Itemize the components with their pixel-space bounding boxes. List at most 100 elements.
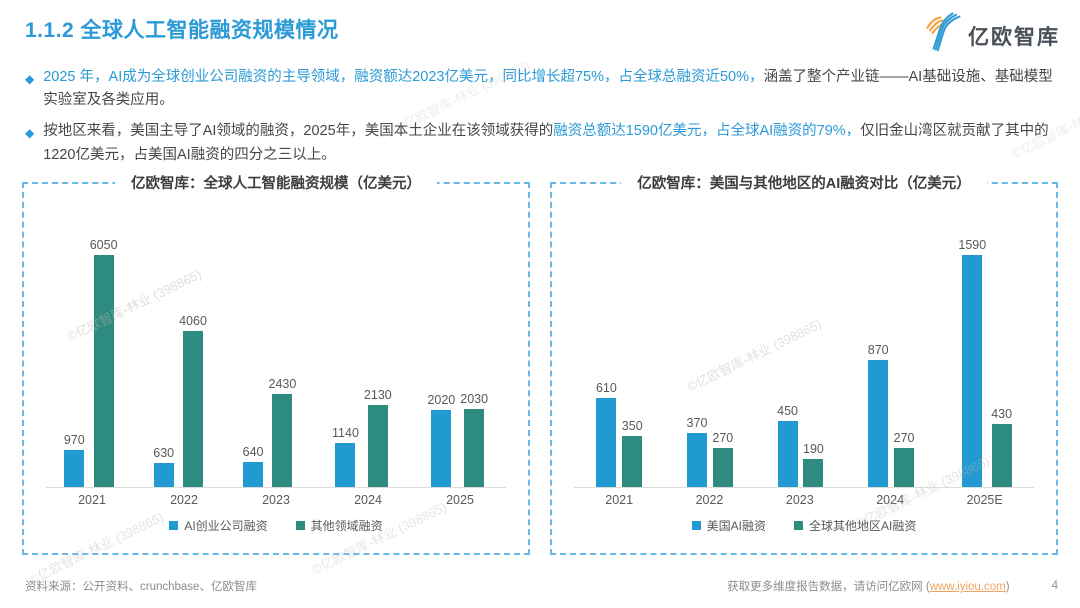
- bar-group: 1140 2130: [332, 388, 392, 487]
- bar: [777, 421, 798, 487]
- bullet-text: 按地区来看，美国主导了AI领域的融资，2025年，美国本土企业在该领域获得的融资…: [43, 120, 1057, 166]
- legend-label: 全球其他地区AI融资: [809, 519, 917, 533]
- bar-column: 2030: [460, 392, 488, 487]
- bar-column: 610: [596, 381, 617, 487]
- bullet-segment: 按地区来看，美国主导了AI领域的融资，2025年，美国本土企业在该领域获得的: [43, 123, 554, 140]
- bar-column: 430: [991, 407, 1012, 487]
- legend-swatch-icon: [794, 521, 803, 530]
- bullet-text: 2025 年，AI成为全球创业公司融资的主导领域，融资额达2023亿美元，同比增…: [43, 66, 1057, 112]
- bar-column: 630: [153, 446, 174, 487]
- chart-legend: 美国AI融资 全球其他地区AI融资: [552, 517, 1056, 534]
- bar-column: 2020: [427, 393, 455, 487]
- x-axis-tick-label: 2025: [446, 493, 474, 507]
- bullet-item: ◆ 2025 年，AI成为全球创业公司融资的主导领域，融资额达2023亿美元，同比…: [25, 66, 1057, 112]
- legend-swatch-icon: [691, 521, 701, 530]
- x-axis-tick-label: 2025E: [966, 493, 1003, 507]
- legend-label: 其他领域融资: [310, 519, 383, 533]
- bar-column: 270: [893, 431, 915, 487]
- eo-logo-icon: [924, 12, 962, 59]
- bar: [962, 255, 983, 487]
- x-axis-tick-label: 2023: [262, 493, 290, 507]
- footer-right: 获取更多维度报告数据，请访问亿欧网 (www.iyiou.com) 4: [727, 578, 1058, 594]
- bar-value-label: 6050: [89, 238, 118, 252]
- x-axis-tick-label: 2021: [78, 493, 106, 507]
- bar-value-label: 1590: [958, 238, 987, 252]
- chart-panel-us-vs-world: 亿欧智库：美国与其他地区的AI融资对比（亿美元） 610 350 370 270 450…: [550, 172, 1058, 555]
- chart-panel-global-ai-funding: 亿欧智库：全球人工智能融资规模（亿美元） 970 6050 630 4060 640 24…: [22, 172, 530, 555]
- bar-value-label: 2030: [460, 392, 489, 406]
- bar-column: 6050: [90, 238, 118, 487]
- bar: [686, 433, 707, 487]
- diamond-bullet-icon: ◆: [25, 126, 35, 141]
- bar: [64, 450, 85, 487]
- brand-logo: 亿欧智库: [924, 12, 1060, 59]
- cta-suffix: ): [1005, 581, 1010, 593]
- bar-group: 970 6050: [64, 238, 118, 487]
- bar-column: 4060: [179, 314, 207, 487]
- legend-item: 美国AI融资: [691, 517, 766, 534]
- x-axis-tick-label: 2022: [695, 493, 724, 507]
- legend-item: AI创业公司融资: [169, 517, 268, 534]
- bar: [272, 394, 293, 487]
- bar-value-label: 2130: [363, 388, 392, 402]
- bar-value-label: 870: [867, 343, 889, 357]
- bar-column: 450: [777, 404, 798, 487]
- bullet-item: ◆ 按地区来看，美国主导了AI领域的融资，2025年，美国本土企业在该领域获得的融…: [25, 120, 1057, 166]
- source-note: 资料来源：公开资料、crunchbase、亿欧智库: [25, 581, 257, 593]
- legend-label: AI创业公司融资: [184, 519, 268, 533]
- bullet-segment: 融资总额达1590亿美元，占全球AI融资的79%，: [553, 123, 861, 140]
- bar-group: 870 270: [867, 343, 915, 487]
- bar-value-label: 2430: [268, 377, 297, 391]
- bar: [464, 409, 485, 487]
- header: 1.1.2 全球人工智能融资规模情况 亿欧智库: [25, 12, 1060, 59]
- x-axis-tick-label: 2022: [170, 493, 198, 507]
- bar: [367, 405, 388, 487]
- iyiou-link[interactable]: www.iyiou.com: [929, 581, 1006, 593]
- bar: [431, 410, 452, 487]
- bar-value-label: 270: [893, 431, 915, 445]
- footer-cta: 获取更多维度报告数据，请访问亿欧网 (www.iyiou.com): [727, 578, 1009, 594]
- bar-value-label: 450: [777, 404, 799, 418]
- x-axis-tick-label: 2023: [785, 493, 814, 507]
- bar-value-label: 430: [991, 407, 1013, 421]
- bar: [803, 459, 824, 487]
- bar-column: 1590: [958, 238, 986, 487]
- x-axis-labels: 2021 2022 2023 2024 2025: [46, 488, 506, 507]
- bar-value-label: 370: [686, 416, 708, 430]
- bar-group: 2020 2030: [427, 392, 488, 487]
- bar-column: 2430: [268, 377, 297, 487]
- brand-name: 亿欧智库: [968, 25, 1060, 49]
- chart-legend: AI创业公司融资 其他领域融资: [24, 517, 528, 534]
- legend-item: 其他领域融资: [295, 517, 383, 534]
- bar-column: 270: [712, 431, 733, 487]
- x-axis-tick-label: 2024: [876, 493, 905, 507]
- bar-value-label: 270: [712, 431, 734, 445]
- bar: [991, 424, 1012, 487]
- x-axis-tick-label: 2021: [605, 493, 634, 507]
- bar-column: 2130: [364, 388, 392, 487]
- bar-column: 970: [64, 433, 85, 487]
- bar-group: 630 4060: [153, 314, 207, 487]
- bullet-segment: 2025 年，AI成为全球创业公司融资的主导领域，融资额达2023亿美元，同比增…: [43, 69, 764, 85]
- x-axis-tick-label: 2024: [354, 493, 382, 507]
- bar-value-label: 190: [803, 442, 824, 456]
- bar-value-label: 350: [621, 419, 643, 433]
- x-axis-labels: 2021 2022 2023 2024 2025E: [574, 488, 1034, 507]
- bar-column: 640: [243, 445, 264, 487]
- cta-text: 获取更多维度报告数据，请访问亿欧网 (: [727, 581, 930, 593]
- bar-column: 190: [803, 442, 824, 487]
- bar: [712, 448, 733, 487]
- chart-title: 亿欧智库：美国与其他地区的AI融资对比（亿美元）: [621, 172, 987, 193]
- bar: [93, 255, 114, 487]
- bar: [243, 462, 264, 487]
- bar: [596, 398, 617, 487]
- bar-group: 610 350: [596, 381, 643, 487]
- bar: [335, 443, 356, 487]
- diamond-bullet-icon: ◆: [25, 72, 35, 86]
- bar-value-label: 4060: [179, 314, 207, 328]
- chart-title: 亿欧智库：全球人工智能融资规模（亿美元）: [115, 172, 437, 193]
- bar-column: 350: [622, 419, 643, 487]
- bar: [183, 331, 204, 487]
- bar-value-label: 610: [595, 381, 617, 395]
